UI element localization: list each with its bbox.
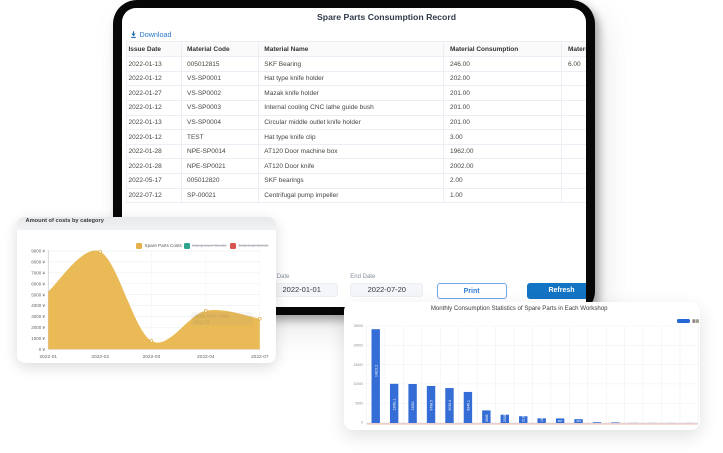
svg-text:2022-04: 2022-04 xyxy=(197,354,215,360)
svg-text:3411.73: 3411.73 xyxy=(194,320,210,325)
svg-text:20000: 20000 xyxy=(354,344,364,348)
svg-text:7000 ¥: 7000 ¥ xyxy=(31,271,45,276)
svg-text:2132: 2132 xyxy=(522,414,526,422)
svg-text:0 ¥: 0 ¥ xyxy=(39,347,46,352)
svg-text:25000: 25000 xyxy=(354,324,364,328)
svg-text:3000 ¥: 3000 ¥ xyxy=(31,314,45,319)
svg-text:10000: 10000 xyxy=(354,382,364,386)
svg-text:3645: 3645 xyxy=(485,414,489,422)
svg-text:9000 ¥: 9000 ¥ xyxy=(31,249,45,254)
svg-text:Spare Parts Costs: Spare Parts Costs xyxy=(194,314,229,319)
svg-text:2000 ¥: 2000 ¥ xyxy=(31,325,45,330)
svg-text:5000: 5000 xyxy=(355,401,363,405)
svg-text:2022-03: 2022-03 xyxy=(143,354,161,360)
svg-text:2526: 2526 xyxy=(503,414,507,422)
svg-text:997: 997 xyxy=(558,419,563,423)
svg-text:13581.1: 13581.1 xyxy=(393,398,397,410)
svg-text:245: 245 xyxy=(576,419,581,423)
svg-text:15000: 15000 xyxy=(354,363,364,367)
svg-text:8000 ¥: 8000 ¥ xyxy=(31,260,45,265)
svg-text:2022-07: 2022-07 xyxy=(251,354,269,360)
svg-text:9036.4: 9036.4 xyxy=(448,400,452,410)
svg-text:9798.5: 9798.5 xyxy=(429,400,433,410)
svg-text:1630: 1630 xyxy=(540,414,544,422)
svg-text:4000 ¥: 4000 ¥ xyxy=(31,303,45,308)
svg-text:1000 ¥: 1000 ¥ xyxy=(31,336,45,341)
svg-text:5000 ¥: 5000 ¥ xyxy=(31,292,45,297)
svg-text:13261: 13261 xyxy=(411,401,415,411)
svg-text:14302.2: 14302.2 xyxy=(375,365,379,377)
svg-text:2022-02: 2022-02 xyxy=(91,354,109,360)
svg-text:2022-01: 2022-01 xyxy=(39,354,57,360)
svg-text:8346.1: 8346.1 xyxy=(466,400,470,410)
svg-text:0: 0 xyxy=(361,421,363,425)
svg-text:6000 ¥: 6000 ¥ xyxy=(31,281,45,286)
